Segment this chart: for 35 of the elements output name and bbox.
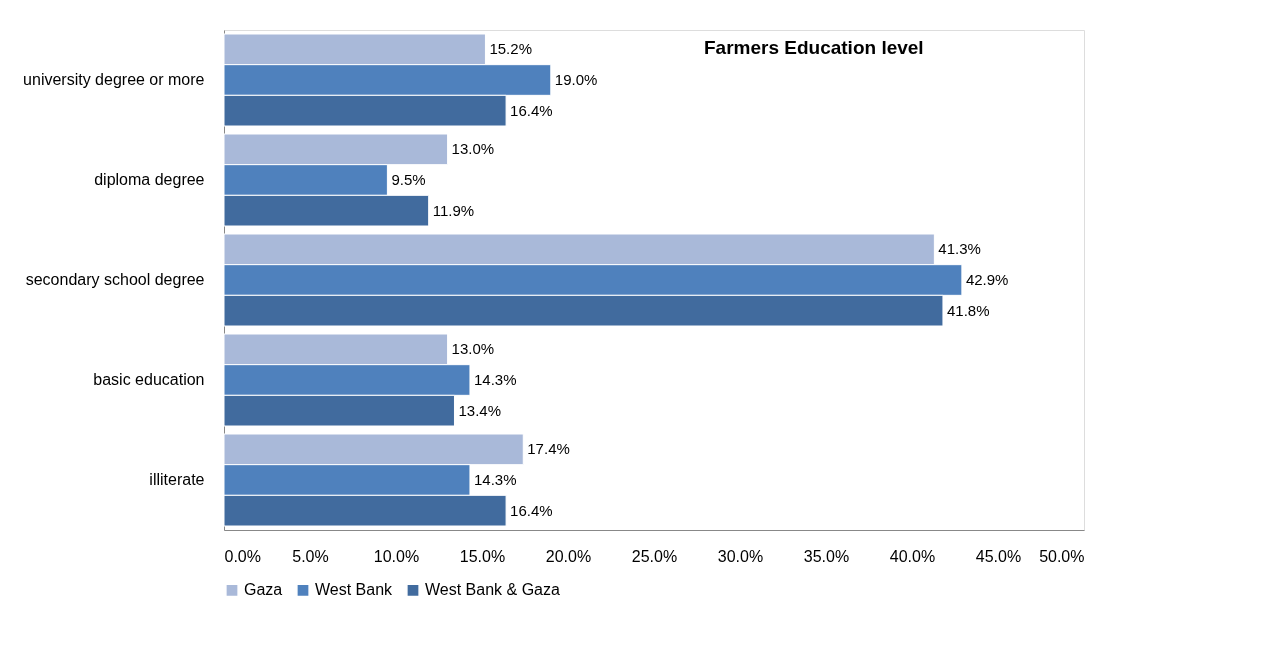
x-tick-label: 30.0% bbox=[717, 547, 764, 565]
x-tick-label: 5.0% bbox=[292, 547, 329, 565]
data-label: 15.2% bbox=[489, 40, 532, 58]
legend-label: Gaza bbox=[244, 581, 283, 599]
x-tick-label: 20.0% bbox=[545, 547, 592, 565]
data-label: 41.8% bbox=[946, 301, 990, 319]
data-label: 13.4% bbox=[458, 401, 502, 419]
data-label: 41.3% bbox=[938, 240, 981, 258]
y-tick-label: basic education bbox=[93, 371, 205, 388]
legend-label: West Bank bbox=[315, 581, 394, 599]
data-label: 13.0% bbox=[451, 340, 495, 358]
y-tick-label: illiterate bbox=[149, 471, 205, 488]
y-tick-label: secondary school degree bbox=[25, 271, 205, 288]
x-tick-label: 0.0% bbox=[224, 547, 261, 565]
data-label: 16.4% bbox=[510, 501, 553, 519]
data-label: 9.5% bbox=[391, 171, 426, 188]
data-label: 17.4% bbox=[527, 440, 570, 458]
data-label: 19.0% bbox=[554, 71, 598, 88]
y-tick-label: university degree or more bbox=[23, 71, 205, 88]
x-tick-label: 35.0% bbox=[803, 547, 850, 565]
data-label: 16.4% bbox=[510, 101, 553, 119]
data-label: 42.9% bbox=[965, 271, 1009, 288]
x-tick-label: 10.0% bbox=[373, 547, 420, 565]
x-tick-label: 25.0% bbox=[631, 547, 678, 565]
x-tick-label: 45.0% bbox=[975, 547, 1022, 565]
data-label: 13.0% bbox=[451, 140, 495, 158]
chart-title: Farmers Education level bbox=[704, 37, 924, 58]
x-tick-label: 15.0% bbox=[459, 547, 506, 565]
y-tick-label: diploma degree bbox=[94, 171, 205, 188]
data-label: 14.3% bbox=[473, 471, 517, 488]
x-tick-label: 50.0% bbox=[1039, 547, 1085, 565]
legend-label: West Bank & Gaza bbox=[425, 581, 560, 599]
data-label: 11.9% bbox=[432, 201, 475, 219]
x-tick-label: 40.0% bbox=[889, 547, 936, 565]
data-label: 14.3% bbox=[473, 371, 517, 388]
